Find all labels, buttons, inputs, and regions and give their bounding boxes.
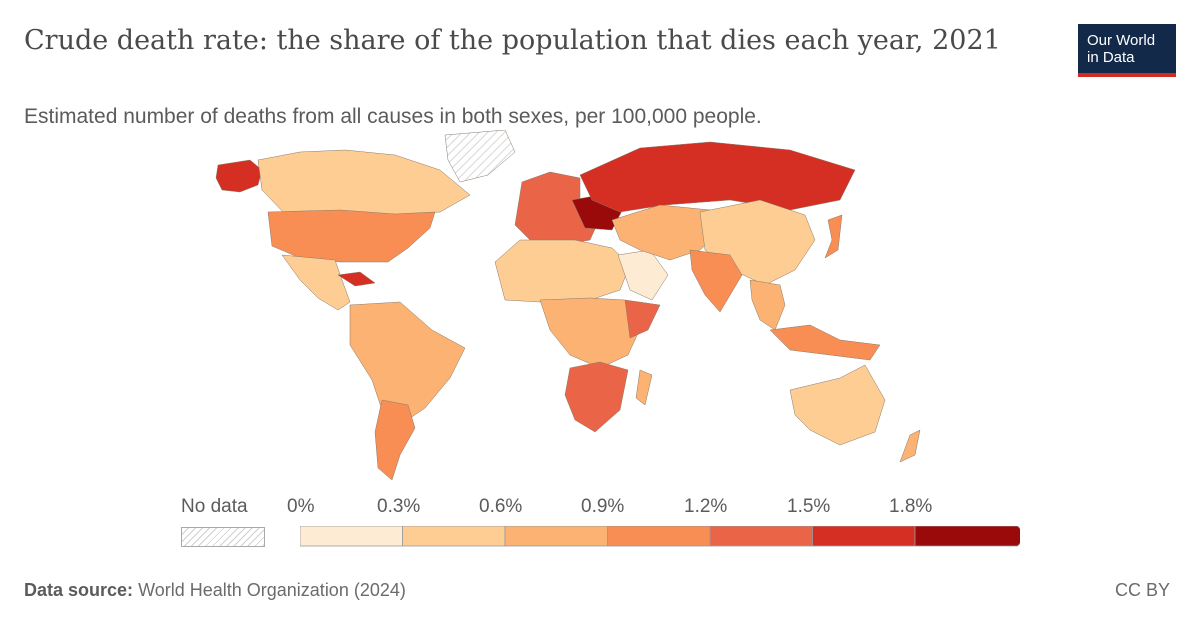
region-mexico[interactable]: Mexico [281, 254, 351, 311]
legend-bin-6[interactable] [914, 526, 1020, 547]
region-southern-africa[interactable]: Southern Africa [564, 361, 629, 433]
region-central-asia[interactable]: Central Asia [611, 204, 726, 261]
region-central-africa[interactable]: Central Africa [539, 297, 646, 369]
region-southeast-asia[interactable]: Southeast Asia [749, 279, 786, 331]
legend-tick-5: 1.5% [787, 496, 831, 517]
license[interactable]: CC BY [1114, 580, 1170, 600]
legend-bin-1[interactable] [402, 526, 506, 547]
region-australia[interactable]: Australia [789, 364, 886, 446]
region-canada[interactable]: Canada [257, 149, 471, 216]
region-greenland[interactable]: Greenland [444, 130, 516, 183]
legend-color-scale[interactable] [300, 526, 1020, 550]
region-saudi-arabia[interactable]: Saudi Arabia [617, 249, 669, 301]
legend-tick-3: 0.9% [581, 496, 625, 517]
region-united-states[interactable]: United States [267, 209, 436, 263]
region-madagascar[interactable]: Madagascar [635, 369, 653, 406]
region-india[interactable]: India [689, 249, 743, 313]
region-somalia[interactable]: Somalia [624, 299, 661, 339]
world-map[interactable]: Alaska Canada Greenland United States Me… [0, 130, 1200, 490]
legend-tick-1: 0.3% [377, 496, 421, 517]
logo-line-2: in Data [1087, 48, 1135, 66]
legend-bin-0[interactable] [300, 526, 403, 547]
data-source-label: Data source: [24, 580, 134, 600]
region-south-america[interactable]: South America [349, 301, 466, 426]
legend-tick-4: 1.2% [684, 496, 728, 517]
region-europe[interactable]: Europe [514, 171, 601, 246]
region-cuba[interactable]: Cuba [337, 271, 376, 287]
region-indonesia[interactable]: Indonesia [769, 324, 881, 361]
region-argentina[interactable]: Argentina [374, 399, 416, 481]
legend-tick-0: 0% [287, 496, 315, 517]
region-japan[interactable]: Japan [824, 214, 843, 259]
owid-logo[interactable]: Our World in Data [1078, 24, 1176, 77]
chart-subtitle: Estimated number of deaths from all caus… [24, 105, 762, 128]
legend-tick-2: 0.6% [479, 496, 523, 517]
legend-bin-3[interactable] [607, 526, 711, 547]
data-source: Data source: World Health Organization (… [24, 580, 406, 601]
region-new-zealand[interactable]: New Zealand [899, 429, 921, 463]
chart-title: Crude death rate: the share of the popul… [24, 25, 1001, 56]
legend-tick-6: 1.8% [889, 496, 933, 517]
legend-no-data-swatch [181, 527, 265, 547]
legend-bin-2[interactable] [504, 526, 608, 547]
region-north-africa[interactable]: North Africa [494, 239, 631, 303]
legend-bin-4[interactable] [709, 526, 813, 547]
data-source-text[interactable]: World Health Organization (2024) [138, 580, 406, 600]
legend-bin-5[interactable] [812, 526, 916, 547]
region-alaska[interactable]: Alaska [215, 159, 263, 193]
logo-line-1: Our World [1087, 31, 1156, 49]
legend-no-data-label: No data [181, 496, 248, 517]
region-russia[interactable]: Russia [579, 141, 856, 213]
